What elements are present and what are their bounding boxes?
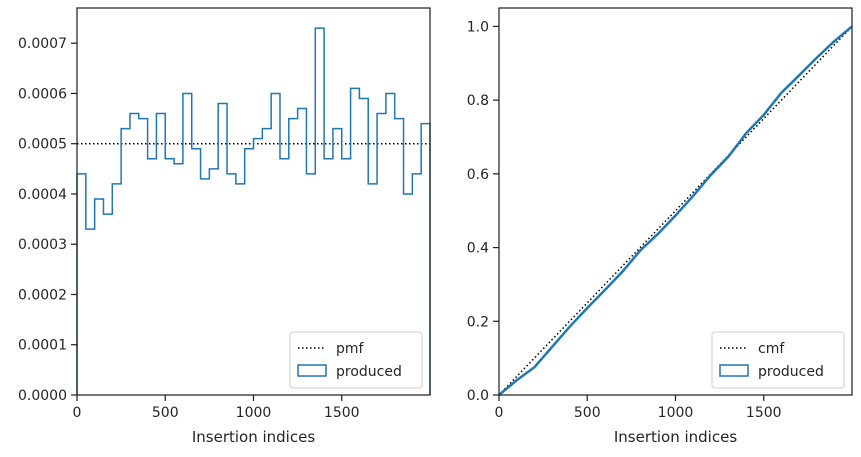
legend-label-produced: produced (336, 364, 402, 380)
y-tick-label: 0.4 (467, 241, 489, 257)
chart-panel-2: 0 500 1000 1500 0.0 0.2 0.4 0.6 0.8 1.0 Insertion … (467, 7, 853, 446)
legend: pmf produced (289, 331, 423, 389)
x-axis-label: Insertion indices (192, 428, 315, 446)
legend-label-produced: produced (758, 364, 824, 380)
x-tick-label: 1500 (746, 405, 782, 421)
x-tick-label: 1000 (658, 405, 694, 421)
y-tick-label: 0.0001 (18, 338, 67, 354)
legend-swatch-produced (297, 364, 327, 377)
x-tick-label: 500 (152, 405, 179, 421)
y-tick-label: 0.0007 (18, 36, 67, 52)
x-tick-label: 1500 (324, 405, 360, 421)
x-axis-label: Insertion indices (614, 428, 737, 446)
x-tick-label: 0 (495, 405, 504, 421)
y-tick-label: 0.0000 (18, 388, 67, 404)
series-produced-line (76, 27, 431, 395)
x-tick-label: 500 (574, 405, 601, 421)
y-tick-label: 0.0002 (18, 287, 67, 303)
y-tick-label: 0.0004 (18, 187, 67, 203)
y-tick-label: 0.6 (467, 167, 489, 183)
chart-panel-1: 0 500 1000 1500 0.0000 0.0001 0.0002 0.0003 0.00… (18, 7, 431, 446)
y-tick-label: 0.2 (467, 314, 489, 330)
y-tick-label: 1.0 (467, 19, 489, 35)
series-cmf-line (498, 25, 853, 396)
legend-label-cmf: cmf (758, 341, 785, 357)
x-tick-label: 0 (73, 405, 82, 421)
legend-swatch-produced (719, 364, 749, 377)
legend-label-pmf: pmf (336, 341, 365, 357)
y-tick-label: 0.0006 (18, 86, 67, 102)
legend: cmf produced (711, 331, 845, 389)
y-tick-label: 0.0003 (18, 237, 67, 253)
y-tick-label: 0.8 (467, 93, 489, 109)
x-tick-label: 1000 (236, 405, 272, 421)
series-produced-line (498, 25, 853, 396)
y-tick-label: 0.0005 (18, 137, 67, 153)
y-tick-label: 0.0 (467, 388, 489, 404)
